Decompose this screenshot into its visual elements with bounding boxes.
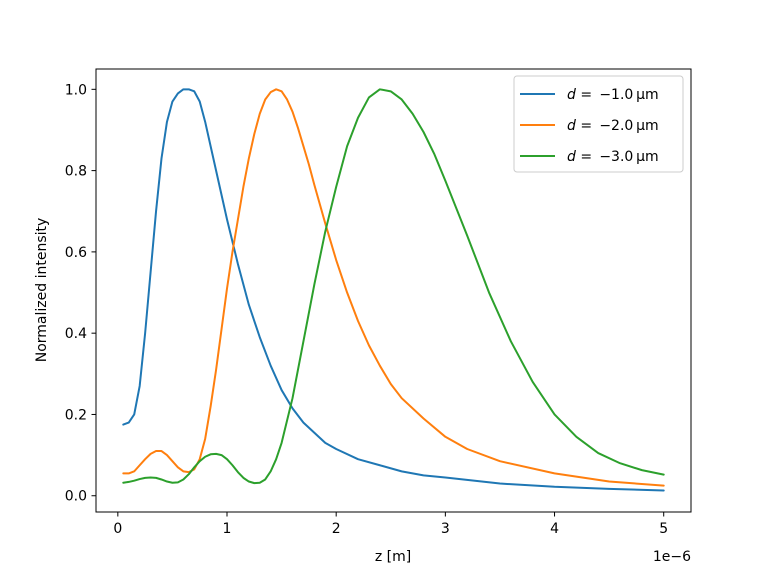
plot-frame <box>95 68 692 513</box>
x-tick-label: 1 <box>223 521 232 537</box>
y-tick-label: 0.6 <box>65 245 87 261</box>
x-axis-ticks: 0 1 2 3 4 5 <box>113 512 668 537</box>
x-axis-offset-text: 1e−6 <box>653 549 691 565</box>
x-tick-label: 5 <box>659 521 668 537</box>
plot-lines <box>122 88 665 492</box>
y-tick-label: 0.2 <box>65 407 87 423</box>
legend-label-3: d = −3.0 μm <box>567 149 659 165</box>
y-tick-label: 0.4 <box>65 326 87 342</box>
y-axis-ticks: 0.0 0.2 0.4 0.6 0.8 1.0 <box>65 82 96 505</box>
series-line-1 <box>122 88 665 492</box>
y-tick-label: 1.0 <box>65 82 87 98</box>
x-axis-label: z [m] <box>375 549 411 565</box>
y-tick-label: 0.0 <box>65 489 87 505</box>
legend-label-1: d = −1.0 μm <box>567 87 659 103</box>
x-tick-label: 3 <box>441 521 450 537</box>
x-tick-label: 4 <box>550 521 559 537</box>
legend: d = −1.0 μm d = −2.0 μm d = −3.0 μm <box>513 75 684 173</box>
legend-box <box>513 75 684 173</box>
y-tick-label: 0.8 <box>65 164 87 180</box>
x-tick-label: 2 <box>332 521 341 537</box>
y-axis-label: Normalized intensity <box>34 218 50 363</box>
legend-label-2: d = −2.0 μm <box>567 118 659 134</box>
series-line-3 <box>122 88 665 485</box>
series-line-2 <box>122 88 665 487</box>
x-tick-label: 0 <box>113 521 122 537</box>
